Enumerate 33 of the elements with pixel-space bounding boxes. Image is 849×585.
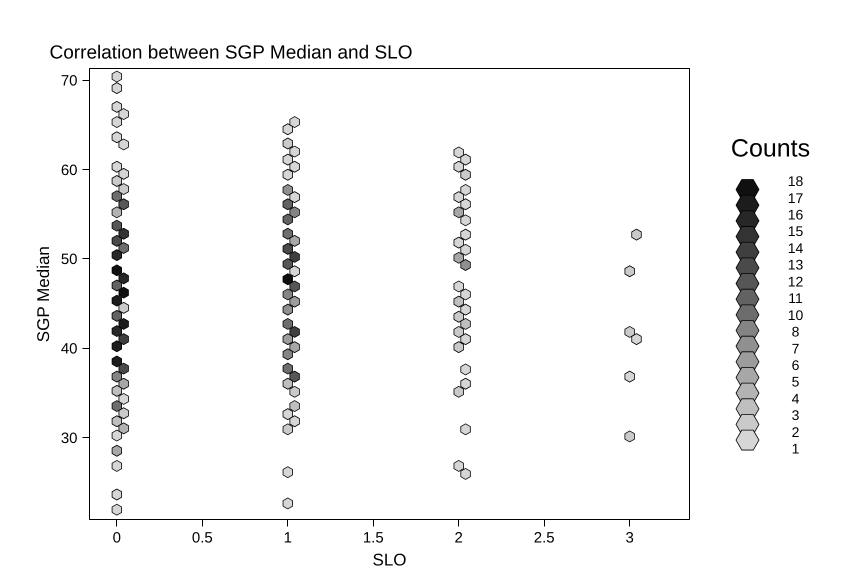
color-bar-label: 8 [792,324,800,340]
color-bar-label: 11 [788,290,803,306]
chart-title: Correlation between SGP Median and SLO [50,42,412,64]
color-bar-label: 1 [792,440,800,457]
color-bar-label: 18 [788,173,804,190]
color-bar-label: 13 [788,256,804,273]
x-tick-label: 0 [112,530,122,546]
color-bar-label: 3 [792,407,800,424]
y-tick-label: 30 [60,430,78,447]
y-tick-label: 60 [60,162,78,179]
y-tick-label: 50 [60,251,78,268]
color-bar-label: 5 [792,374,800,390]
color-bar-label: 10 [788,306,804,323]
x-tick-label: 0.5 [192,530,213,546]
x-tick-label: 2.5 [534,530,555,546]
legend-title: Counts [730,134,810,163]
color-bar-label: 2 [792,424,800,440]
y-axis-title: SGP Median [34,246,53,342]
color-bar-label: 16 [788,206,804,222]
x-tick-label: 1.5 [362,530,384,546]
x-tick-label: 2 [454,530,463,546]
color-bar-label: 17 [788,190,804,206]
y-tick-label: 70 [60,72,78,90]
color-bar-label: 14 [788,240,804,256]
y-tick-label: 40 [60,340,78,358]
color-bar-label: 6 [792,356,800,373]
x-axis-title: SLO [372,550,407,570]
color-bar-label: 12 [788,273,804,290]
x-tick-label: 3 [626,530,634,546]
color-bar-label: 4 [792,390,800,406]
x-tick-label: 1 [284,530,292,546]
color-bar-label: 15 [788,223,804,240]
color-bar-label: 7 [792,340,800,356]
